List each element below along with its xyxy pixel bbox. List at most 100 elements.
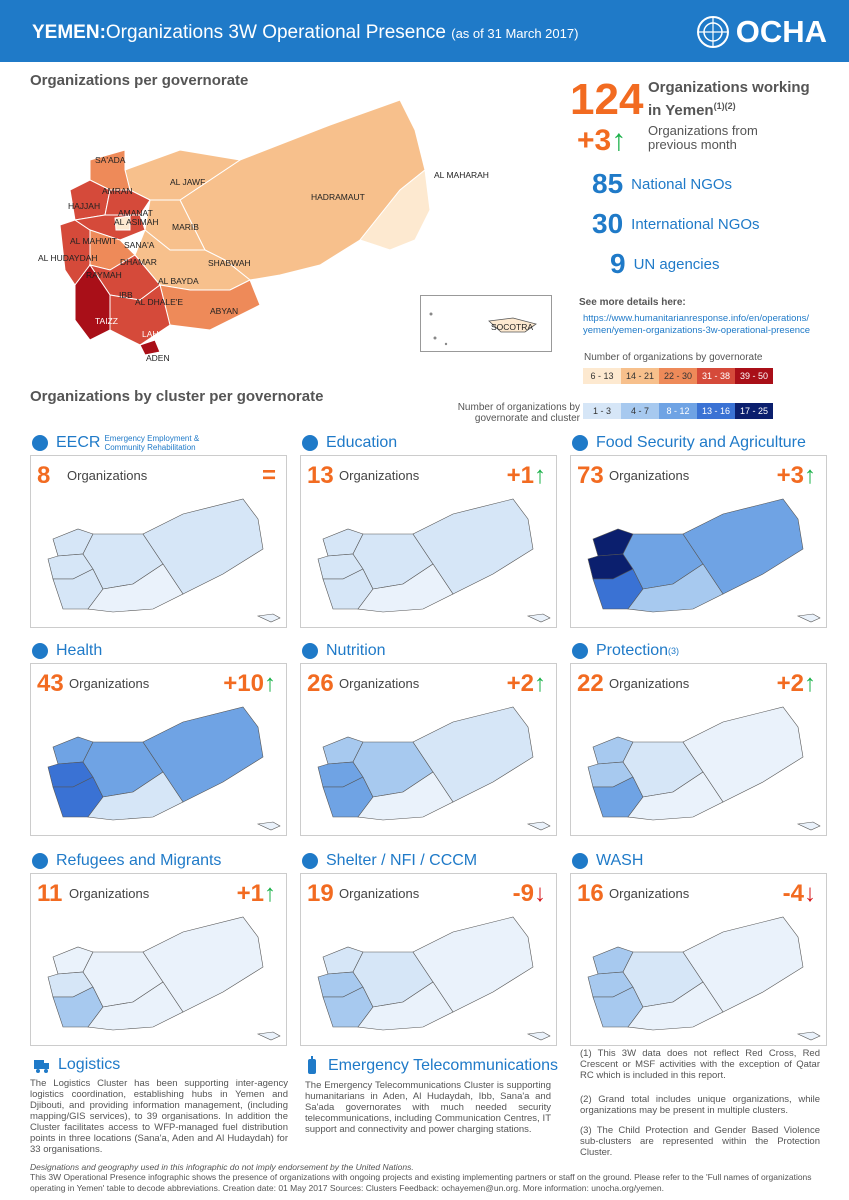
cluster-count: 43 bbox=[37, 670, 64, 697]
cluster-mini-map bbox=[317, 916, 551, 1041]
cluster-change-value: -4 bbox=[782, 880, 804, 907]
cluster-change-value: +10 bbox=[223, 670, 264, 697]
cluster-mini-map bbox=[317, 706, 551, 831]
logistics-title: Logistics bbox=[32, 1055, 120, 1075]
map-label-al-jawf: AL JAWF bbox=[170, 177, 206, 187]
cluster-panel: 43 Organizations +10↑ bbox=[30, 663, 287, 836]
cluster-subtitle: Emergency Employment & Community Rehabil… bbox=[104, 434, 200, 452]
gov-aden bbox=[139, 339, 161, 356]
cluster-change: +1↑ bbox=[507, 462, 546, 490]
organizations-label: Organizations bbox=[69, 886, 150, 901]
cluster-title: Education bbox=[300, 433, 397, 453]
cluster-title: Refugees and Migrants bbox=[30, 851, 221, 871]
header-bar: YEMEN:Organizations 3W Operational Prese… bbox=[0, 0, 849, 62]
cluster-change-value: +2 bbox=[506, 670, 534, 697]
map-label-lahj: LAHJ bbox=[142, 329, 163, 339]
cluster-change: +1↑ bbox=[237, 880, 276, 908]
cluster-mini-map bbox=[587, 498, 821, 623]
details-link[interactable]: https://www.humanitarianresponse.info/en… bbox=[583, 313, 811, 336]
gov-amanat-al-asimah bbox=[114, 215, 131, 231]
map-label-shabwah: SHABWAH bbox=[208, 258, 251, 268]
cluster-panel: 13 Organizations +1↑ bbox=[300, 455, 557, 628]
gov-hadramaut bbox=[179, 99, 426, 281]
cluster-count: 8 bbox=[37, 462, 51, 489]
organizations-label: Organizations bbox=[609, 468, 690, 483]
title-text: Organizations 3W Operational Presence bbox=[105, 22, 446, 43]
page-title: YEMEN:Organizations 3W Operational Prese… bbox=[32, 22, 578, 44]
cluster-change: +2↑ bbox=[507, 670, 546, 698]
map-label-aden: ADEN bbox=[146, 353, 170, 363]
cluster-title: EECR Emergency Employment & Community Reh… bbox=[30, 433, 204, 453]
cluster-title: Health bbox=[30, 641, 102, 661]
cluster-change-value: = bbox=[261, 462, 276, 489]
total-organizations-number: 124 bbox=[570, 75, 644, 124]
section-per-governorate: Organizations per governorate bbox=[30, 72, 249, 89]
cluster-panel: 22 Organizations +2↑ bbox=[570, 663, 827, 836]
cluster-name: Shelter / NFI / CCCM bbox=[326, 852, 478, 869]
note-1: (1) This 3W data does not reflect Red Cr… bbox=[580, 1048, 820, 1081]
organizations-label: Organizations bbox=[609, 886, 690, 901]
cluster-name: Education bbox=[326, 434, 398, 451]
footer-description: This 3W Operational Presence infographic… bbox=[30, 1172, 812, 1193]
cluster-mini-map bbox=[587, 706, 821, 831]
gov-amran bbox=[104, 189, 151, 216]
organizations-label: Organizations bbox=[609, 676, 690, 691]
gov-abyan bbox=[159, 279, 261, 331]
cluster-legend-item: 8 - 12 bbox=[659, 403, 697, 419]
cluster-change-value: +1 bbox=[506, 462, 534, 489]
map-label-hadramaut: HADRAMAUT bbox=[311, 192, 365, 202]
cluster-change-value: +3 bbox=[776, 462, 804, 489]
cluster-mini-map bbox=[587, 916, 821, 1041]
cluster-panel: 26 Organizations +2↑ bbox=[300, 663, 557, 836]
truck-icon bbox=[34, 1060, 49, 1073]
cluster-title: Shelter / NFI / CCCM bbox=[300, 851, 477, 871]
cluster-change: +10↑ bbox=[223, 670, 276, 698]
gov-legend-title: Number of organizations by governorate bbox=[584, 352, 763, 363]
logistics-text: The Logistics Cluster has been supportin… bbox=[30, 1078, 288, 1155]
cluster-change: = bbox=[262, 462, 276, 490]
gov-legend-item: 39 - 50 bbox=[735, 368, 773, 384]
map-label-abyan: ABYAN bbox=[210, 306, 239, 316]
cluster-legend-item: 13 - 16 bbox=[697, 403, 735, 419]
nutrition-icon bbox=[302, 643, 318, 659]
cluster-name: Nutrition bbox=[326, 642, 386, 659]
cluster-name: Refugees and Migrants bbox=[56, 852, 222, 869]
cluster-title: WASH bbox=[570, 851, 643, 871]
tap-icon bbox=[572, 853, 588, 869]
gov-legend-item: 6 - 13 bbox=[583, 368, 621, 384]
cluster-change: -4↓ bbox=[783, 880, 816, 908]
cluster-change-value: +1 bbox=[236, 880, 264, 907]
hands-icon bbox=[572, 643, 588, 659]
cluster-name: EECR bbox=[56, 434, 101, 451]
map-label-amran: AMRAN bbox=[102, 186, 133, 196]
cluster-name: WASH bbox=[596, 852, 644, 869]
map-label-al-mahwit: AL MAHWIT bbox=[70, 236, 117, 246]
cluster-legend-item: 4 - 7 bbox=[621, 403, 659, 419]
date-label: (as of 31 March 2017) bbox=[451, 26, 579, 41]
cluster-mini-map bbox=[47, 916, 281, 1041]
ocha-logo-text: OCHA bbox=[735, 14, 827, 49]
radio-icon bbox=[308, 1056, 316, 1074]
gov-legend-item: 14 - 21 bbox=[621, 368, 659, 384]
up-arrow-icon: ↑ bbox=[804, 670, 816, 697]
cluster-change-value: +2 bbox=[776, 670, 804, 697]
gov-legend: 6 - 13 14 - 21 22 - 30 31 - 38 39 - 50 bbox=[583, 368, 773, 384]
socotra-inset: SOCOTRA bbox=[420, 295, 552, 352]
cluster-panel: 16 Organizations -4↓ bbox=[570, 873, 827, 1046]
map-label-taizz: TAIZZ bbox=[95, 316, 118, 326]
un-emblem-icon bbox=[696, 16, 729, 48]
cluster-footnote: (3) bbox=[668, 646, 680, 656]
down-arrow-icon: ↓ bbox=[804, 880, 816, 907]
map-label-marib: MARIB bbox=[172, 222, 199, 232]
cluster-count: 26 bbox=[307, 670, 334, 697]
cluster-change: -9↓ bbox=[513, 880, 546, 908]
organizations-label: Organizations bbox=[67, 468, 148, 483]
cluster-panel: 73 Organizations +3↑ bbox=[570, 455, 827, 628]
cluster-name: Protection bbox=[596, 642, 669, 659]
cluster-change: +2↑ bbox=[777, 670, 816, 698]
organizations-label: Organizations bbox=[339, 676, 420, 691]
cluster-change: +3↑ bbox=[777, 462, 816, 490]
cluster-mini-map bbox=[47, 498, 281, 623]
map-label-al-bayda: AL BAYDA bbox=[158, 276, 199, 286]
caduceus-icon bbox=[32, 643, 48, 659]
